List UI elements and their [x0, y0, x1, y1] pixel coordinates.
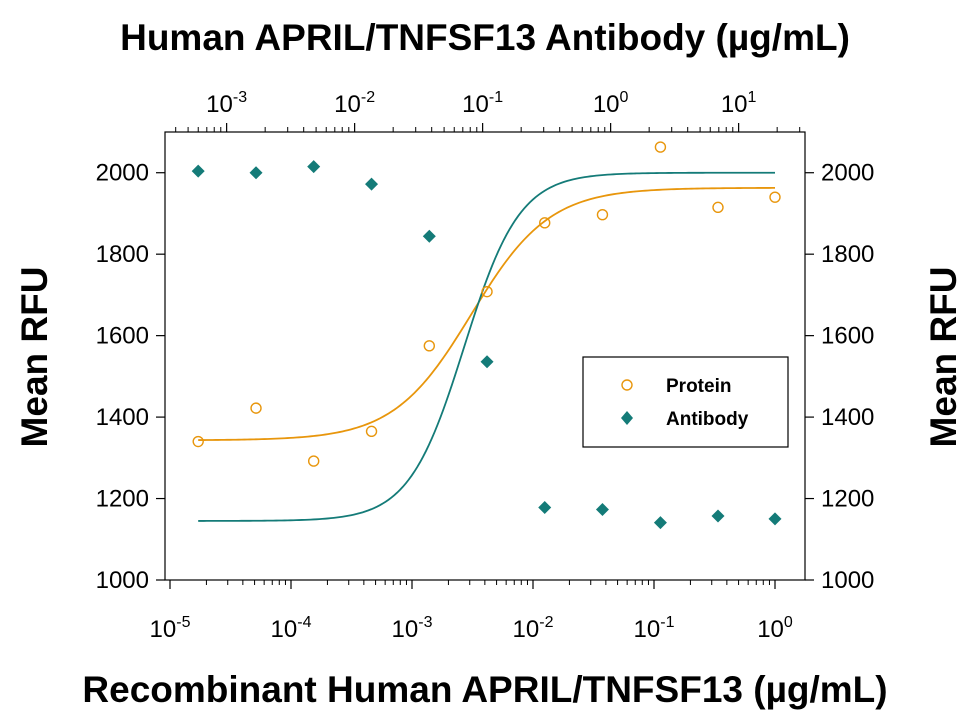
y-right-tick-label: 1200	[821, 486, 874, 513]
data-point-protein	[365, 425, 378, 438]
legend-box	[582, 356, 789, 448]
y-right-tick-label: 2000	[821, 160, 874, 187]
legend-label-protein: Protein	[666, 376, 731, 397]
x2-tick-label: 10-1	[462, 89, 503, 118]
legend-marker-protein	[621, 379, 633, 391]
x2-tick-label: 10-3	[206, 89, 247, 118]
x-tick-label: 100	[757, 614, 793, 643]
y-axis-label-right: Mean RFU	[923, 267, 964, 448]
data-point-protein	[250, 402, 262, 414]
chart-title: Human APRIL/TNFSF13 Antibody (µg/mL)	[120, 17, 850, 58]
axis-ticks: 10-5 10-4 10-3 10-2 10-1 100 10-3 10-2 10-1 100 10…	[96, 89, 875, 643]
data-point-antibody	[711, 509, 725, 523]
plot-frame	[164, 131, 806, 581]
data-point-protein	[654, 141, 667, 153]
legend-marker-antibody	[621, 411, 633, 425]
data-point-protein	[307, 455, 320, 467]
data-point-protein	[192, 435, 204, 448]
fit-curves	[198, 171, 776, 522]
x-tick-label: 10-2	[513, 614, 554, 643]
legend: Protein Antibody	[582, 356, 789, 448]
data-point-protein	[712, 201, 724, 214]
data-point-antibody	[307, 160, 321, 174]
x-tick-label: 10-1	[634, 614, 675, 643]
y-right-tick-label: 1800	[821, 241, 874, 268]
data-point-protein	[539, 217, 551, 229]
data-point-antibody	[365, 177, 379, 191]
x-axis-label: Recombinant Human APRIL/TNFSF13 (µg/mL)	[82, 669, 887, 710]
x2-tick-label: 100	[593, 89, 629, 118]
y-right-tick-label: 1000	[821, 567, 874, 594]
y-left-tick-label: 1000	[96, 567, 149, 594]
legend-label-antibody: Antibody	[666, 409, 749, 430]
x-tick-label: 10-5	[150, 614, 191, 643]
fit-curve-antibody	[198, 171, 775, 522]
y-axis-label-left: Mean RFU	[14, 267, 55, 448]
y-left-tick-label: 1600	[96, 323, 149, 350]
y-left-tick-label: 1800	[96, 241, 149, 268]
x-tick-label: 10-4	[271, 614, 312, 643]
fit-curve-protein	[198, 187, 776, 441]
data-point-antibody	[249, 166, 263, 180]
y-right-tick-label: 1600	[821, 323, 874, 350]
y-left-tick-label: 1400	[96, 404, 149, 431]
y-left-tick-label: 1200	[96, 486, 149, 513]
data-point-antibody	[538, 501, 552, 515]
y-right-tick-label: 1400	[821, 404, 874, 431]
data-points	[191, 141, 782, 530]
data-point-antibody	[768, 512, 782, 526]
data-point-antibody	[480, 355, 494, 369]
data-point-protein	[596, 208, 609, 221]
x2-tick-label: 101	[721, 89, 757, 118]
data-point-protein	[769, 191, 781, 203]
data-point-antibody	[422, 229, 436, 243]
x2-tick-label: 10-2	[334, 89, 375, 118]
data-point-protein	[481, 285, 493, 298]
x-tick-label: 10-3	[392, 614, 433, 643]
data-point-antibody	[191, 164, 205, 178]
data-point-antibody	[595, 503, 609, 517]
data-point-protein	[423, 340, 436, 352]
data-point-antibody	[653, 516, 667, 530]
y-left-tick-label: 2000	[96, 160, 149, 187]
